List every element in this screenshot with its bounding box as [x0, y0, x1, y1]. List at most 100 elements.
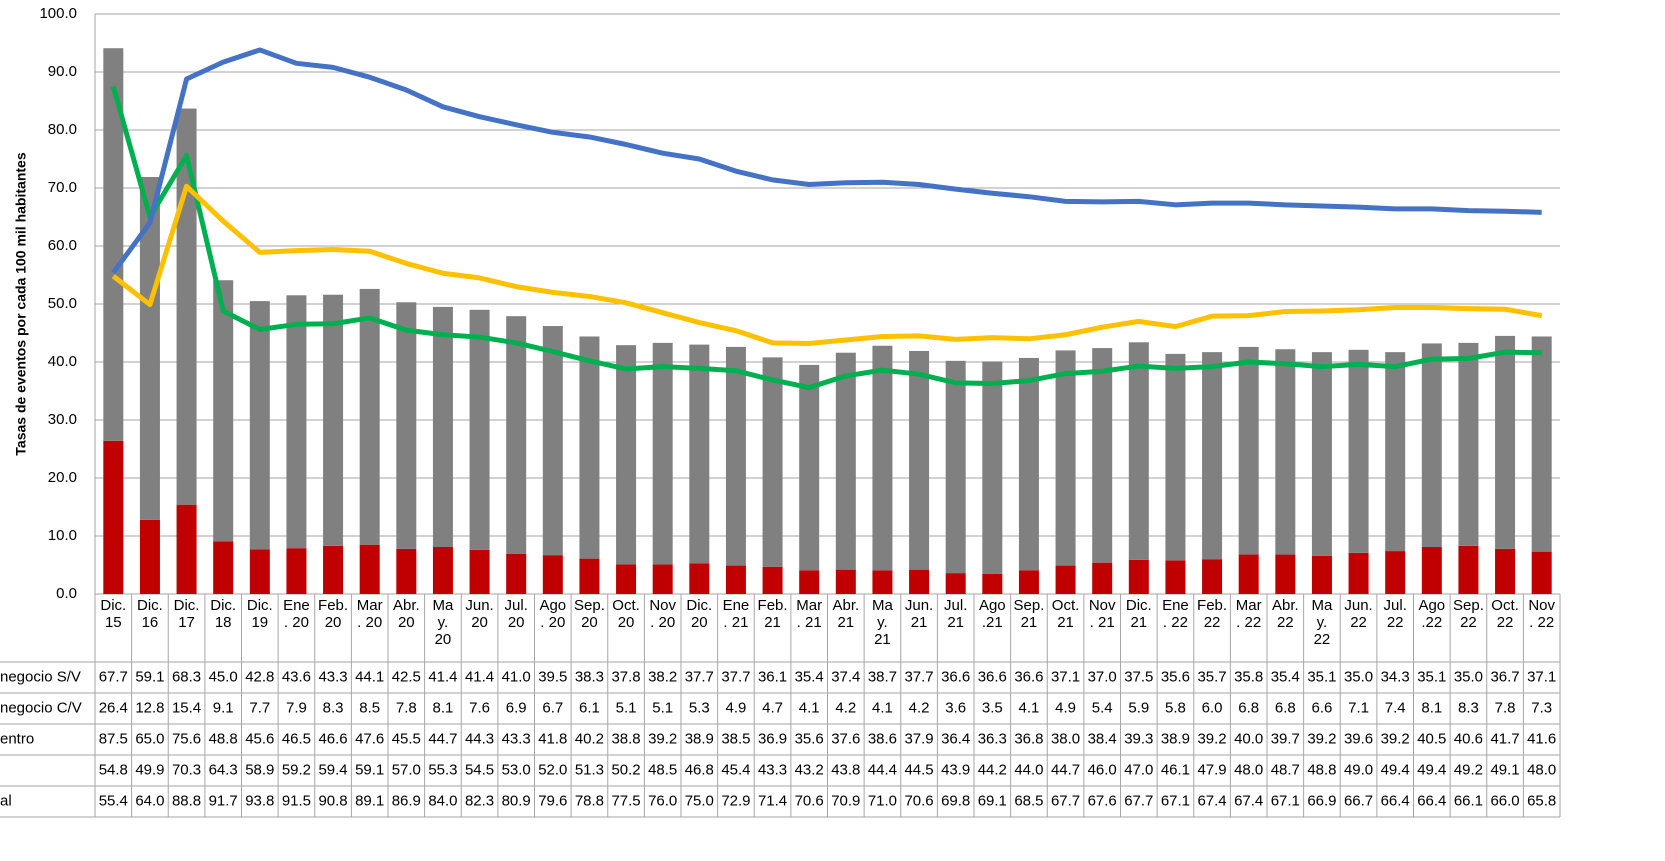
table-value: 91.7	[209, 792, 238, 809]
x-tick-label: Ene . 20	[283, 597, 310, 631]
bar	[652, 342, 673, 565]
y-tick-label: 100.0	[39, 5, 77, 22]
table-value: 46.5	[282, 730, 311, 747]
table-value: 36.6	[941, 668, 970, 685]
table-value: 67.6	[1088, 792, 1117, 809]
bar	[1495, 548, 1516, 594]
x-tick-label: Jul. 22	[1383, 597, 1407, 631]
x-tick-label: Mar . 20	[356, 597, 383, 631]
x-tick-label: Dic. 21	[1125, 597, 1152, 631]
table-value: 49.4	[1381, 761, 1410, 778]
table-value: 65.8	[1527, 792, 1556, 809]
table-value: 66.7	[1344, 792, 1373, 809]
x-tick-label: Mar . 22	[1235, 597, 1262, 631]
x-tick-label: Oct. 22	[1491, 597, 1519, 631]
table-value: 7.3	[1531, 699, 1552, 716]
bar	[139, 519, 160, 594]
table-value: 46.6	[318, 730, 347, 747]
table-value: 38.8	[611, 730, 640, 747]
table-value: 9.1	[213, 699, 234, 716]
bar	[579, 558, 600, 594]
table-value: 75.6	[172, 730, 201, 747]
table-value: 35.0	[1344, 668, 1373, 685]
bar	[579, 336, 600, 559]
table-value: 43.3	[502, 730, 531, 747]
table-value: 8.3	[1458, 699, 1479, 716]
table-value: 48.8	[209, 730, 238, 747]
table-value: 8.1	[1421, 699, 1442, 716]
table-value: 44.7	[1051, 761, 1080, 778]
table-value: 40.0	[1234, 730, 1263, 747]
table-value: 43.3	[318, 668, 347, 685]
table-value: 38.3	[575, 668, 604, 685]
table-value: 76.0	[648, 792, 677, 809]
table-value: 37.9	[904, 730, 933, 747]
table-value: 45.0	[209, 668, 238, 685]
bar	[1385, 551, 1406, 594]
table-value: 48.5	[648, 761, 677, 778]
x-tick-label: Feb. 20	[318, 597, 349, 631]
table-value: 15.4	[172, 699, 201, 716]
bar	[616, 564, 637, 594]
bar	[1202, 559, 1223, 594]
bar	[359, 288, 380, 545]
table-value: 35.0	[1454, 668, 1483, 685]
table-value: 36.4	[941, 730, 970, 747]
bar	[725, 565, 746, 594]
table-value: 39.6	[1344, 730, 1373, 747]
table-value: 41.0	[502, 668, 531, 685]
table-value: 67.4	[1197, 792, 1226, 809]
table-value: 36.3	[978, 730, 1007, 747]
table-value: 69.1	[978, 792, 1007, 809]
table-value: 39.2	[1381, 730, 1410, 747]
table-value: 36.1	[758, 668, 787, 685]
bar	[689, 344, 710, 564]
table-value: 44.5	[904, 761, 933, 778]
table-value: 88.8	[172, 792, 201, 809]
table-value: 7.6	[469, 699, 490, 716]
bar	[799, 570, 820, 594]
bar	[213, 541, 234, 594]
bar	[286, 295, 307, 549]
table-value: 49.1	[1490, 761, 1519, 778]
table-value: 77.5	[611, 792, 640, 809]
table-value: 70.9	[831, 792, 860, 809]
bar	[542, 555, 563, 594]
table-value: 37.1	[1051, 668, 1080, 685]
bar	[1458, 545, 1479, 594]
x-tick-label: Mar . 21	[796, 597, 823, 631]
table-value: 41.7	[1490, 730, 1519, 747]
table-value: 45.5	[392, 730, 421, 747]
table-value: 42.8	[245, 668, 274, 685]
x-tick-label: Oct. 21	[1051, 597, 1080, 631]
bar	[1311, 555, 1332, 594]
table-value: 35.6	[795, 730, 824, 747]
bar	[1348, 552, 1369, 594]
bar	[176, 504, 197, 594]
table-value: 8.1	[433, 699, 454, 716]
table-value: 35.1	[1307, 668, 1336, 685]
bar	[1018, 357, 1039, 571]
y-tick-label: 80.0	[48, 121, 77, 138]
table-value: 87.5	[99, 730, 128, 747]
table-value: 36.8	[1014, 730, 1043, 747]
bar	[432, 306, 453, 548]
table-value: 41.4	[465, 668, 494, 685]
table-value: 4.7	[762, 699, 783, 716]
bar	[945, 573, 966, 594]
table-value: 71.4	[758, 792, 787, 809]
table-value: 40.6	[1454, 730, 1483, 747]
x-tick-label: Feb. 21	[757, 597, 788, 631]
table-value: 50.2	[611, 761, 640, 778]
line	[111, 183, 1543, 346]
bar	[1055, 565, 1076, 594]
table-value: 4.9	[1055, 699, 1076, 716]
x-tick-label: Sep. 20	[574, 597, 605, 631]
table-value: 57.0	[392, 761, 421, 778]
table-value: 66.4	[1381, 792, 1410, 809]
table-value: 35.4	[795, 668, 824, 685]
bar	[872, 345, 893, 571]
table-value: 48.0	[1234, 761, 1263, 778]
y-tick-label: 60.0	[48, 237, 77, 254]
